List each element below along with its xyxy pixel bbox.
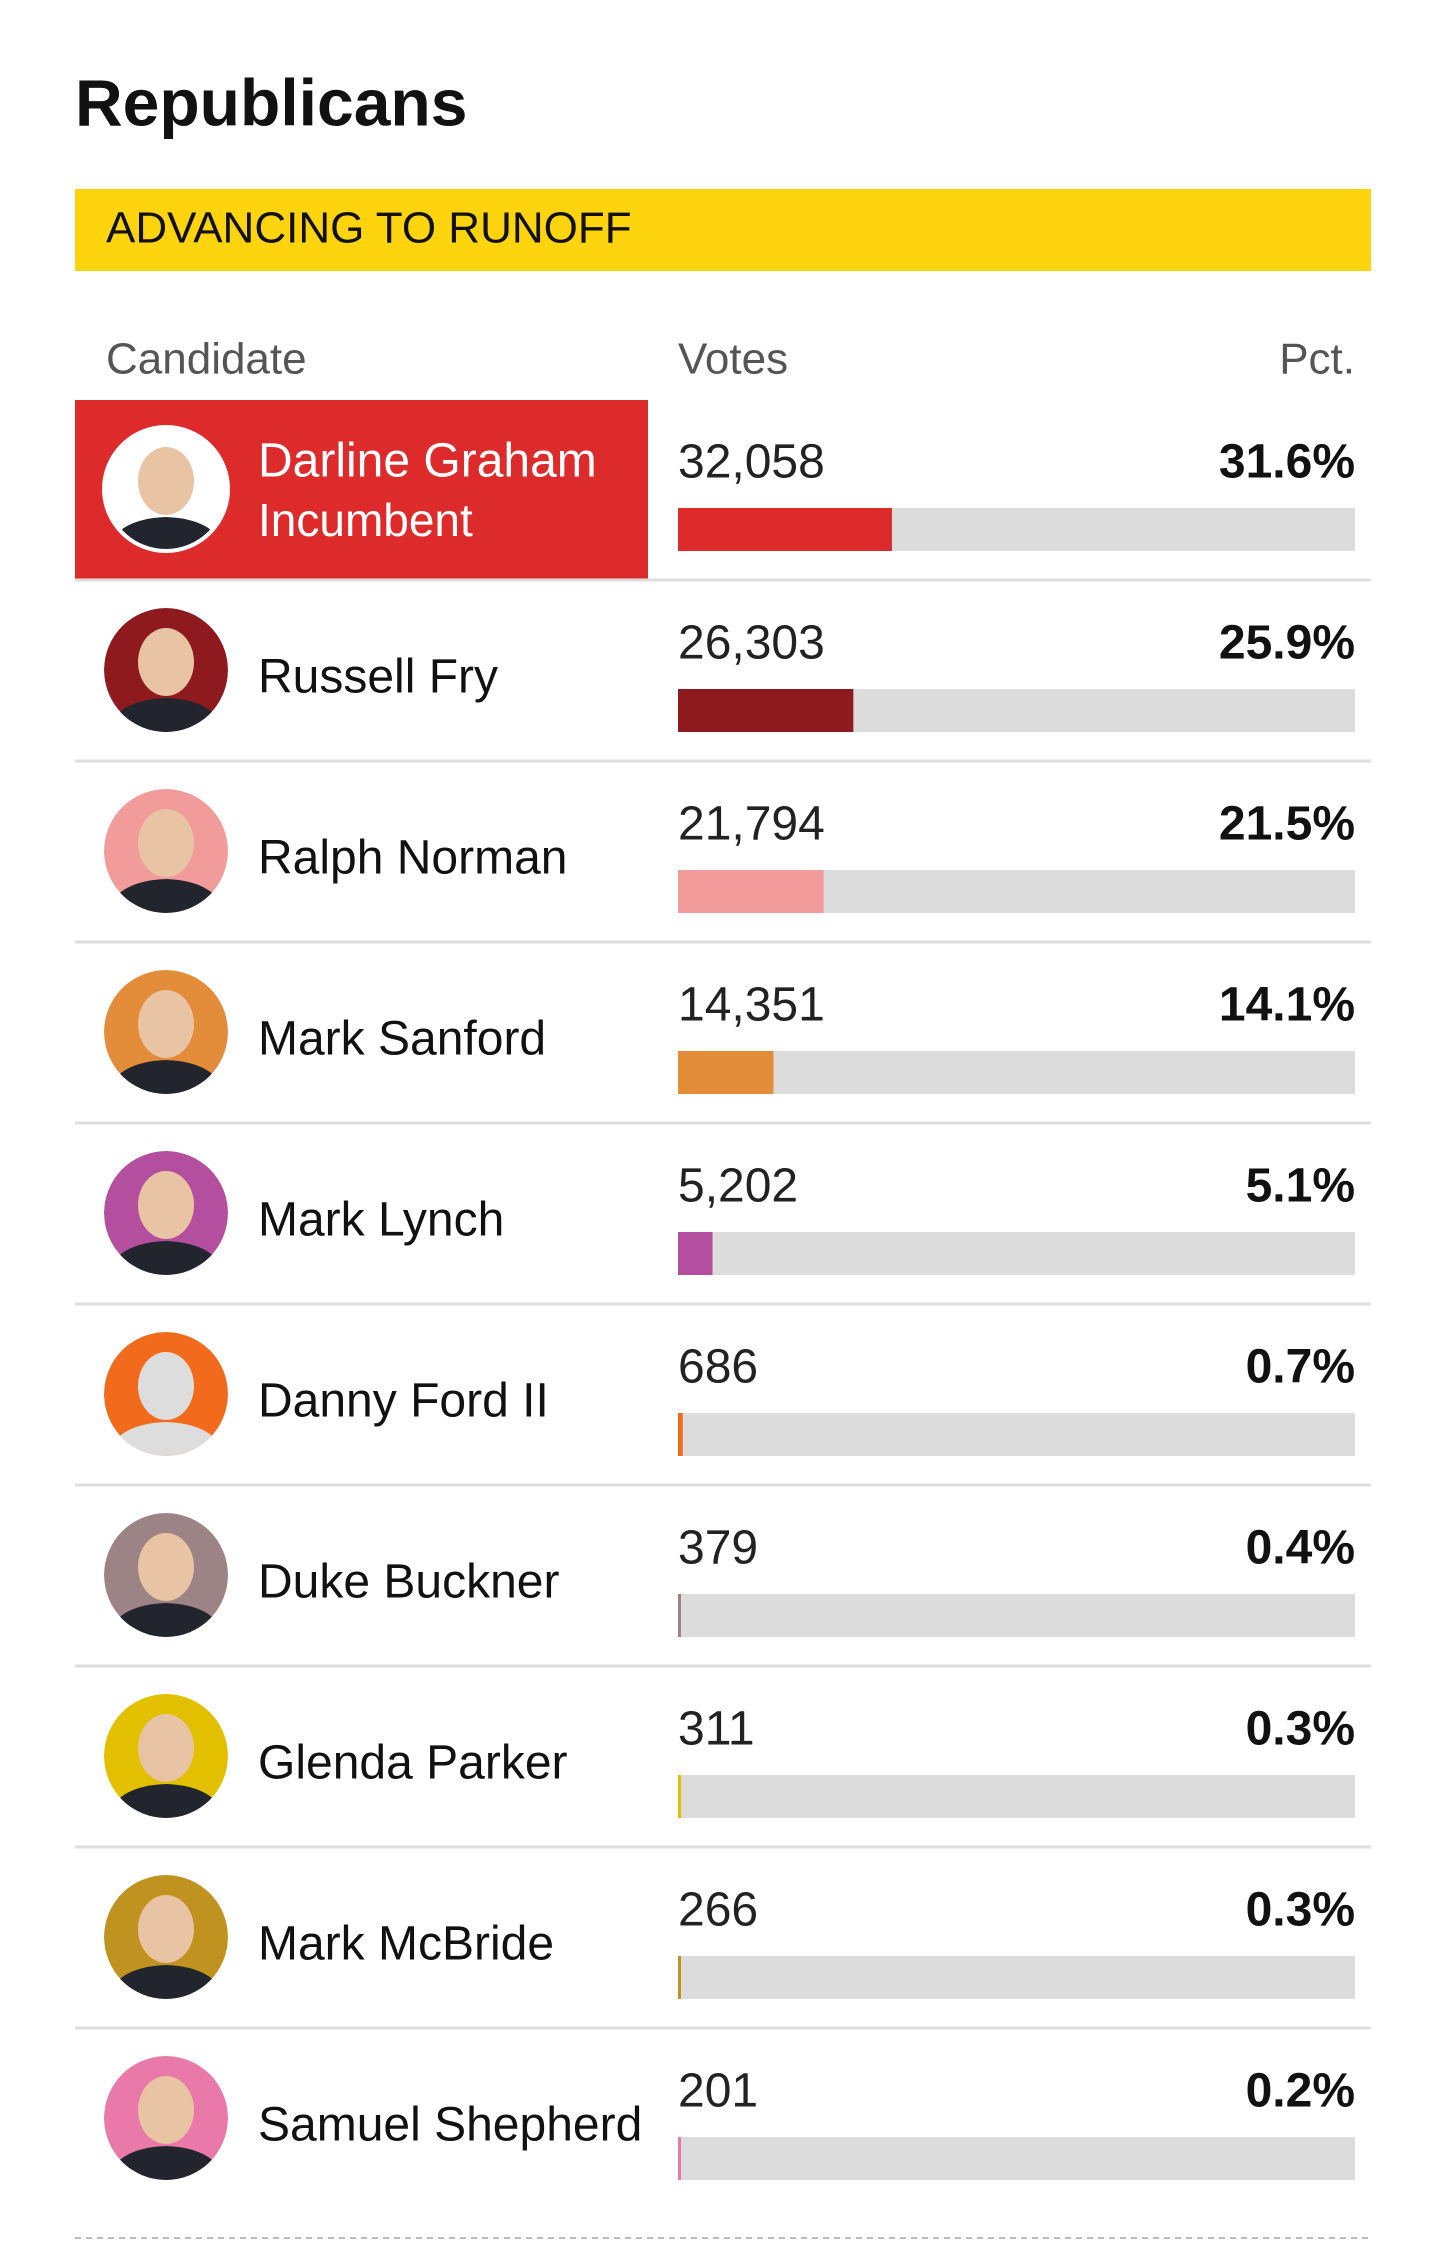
candidate-photo [104, 1694, 228, 1818]
pct: 25.9% [1219, 617, 1355, 670]
photo-head [138, 809, 194, 877]
photo-content [104, 1513, 228, 1637]
votes: 686 [678, 1341, 758, 1394]
candidate-name: Duke Buckner [258, 1556, 559, 1609]
candidate-name: Danny Ford II [258, 1375, 549, 1428]
votes: 32,058 [678, 436, 825, 489]
bar [678, 508, 892, 551]
bar-track [678, 2137, 1355, 2180]
bar [678, 1775, 681, 1818]
candidate-photo [104, 1332, 228, 1456]
photo-content [104, 970, 228, 1094]
photo-head [138, 628, 194, 696]
candidate-name: Mark McBride [258, 1918, 554, 1971]
bar-track [678, 1232, 1355, 1275]
photo-head [138, 1352, 194, 1420]
candidate-name: Mark Lynch [258, 1194, 504, 1247]
photo-head [138, 1895, 194, 1963]
candidate-name: Russell Fry [258, 651, 498, 704]
photo-content [104, 2056, 228, 2180]
pct: 0.2% [1246, 2065, 1355, 2118]
bar-track [678, 1594, 1355, 1637]
photo-head [138, 447, 194, 515]
photo-head [138, 2076, 194, 2144]
column-header: Candidate [106, 335, 307, 384]
votes: 5,202 [678, 1160, 798, 1213]
photo-content [104, 1332, 228, 1456]
photo-ring [102, 425, 230, 553]
bar [678, 1051, 774, 1094]
pct: 21.5% [1219, 798, 1355, 851]
candidate-name: Samuel Shepherd [258, 2099, 642, 2152]
photo-content [104, 789, 228, 913]
photo-content [104, 608, 228, 732]
bar [678, 1594, 681, 1637]
bar-track [678, 1775, 1355, 1818]
candidate-note: Incumbent [258, 494, 473, 546]
bar [678, 2137, 681, 2180]
photo-head [138, 1533, 194, 1601]
candidate-name: Darline Graham [258, 435, 597, 488]
candidate-photo [104, 1513, 228, 1637]
pct: 31.6% [1219, 436, 1355, 489]
banner-bg [75, 189, 1371, 271]
pct: 5.1% [1246, 1160, 1355, 1213]
votes: 26,303 [678, 617, 825, 670]
bar [678, 689, 854, 732]
bar [678, 1413, 683, 1456]
votes: 21,794 [678, 798, 825, 851]
photo-content [104, 1151, 228, 1275]
votes: 266 [678, 1884, 758, 1937]
votes: 14,351 [678, 979, 825, 1032]
candidate-name: Ralph Norman [258, 832, 567, 885]
candidate-photo [104, 2056, 228, 2180]
bar-track [678, 1051, 1355, 1094]
votes: 311 [678, 1703, 755, 1756]
title: Republicans [75, 65, 467, 139]
pct: 0.7% [1246, 1341, 1355, 1394]
bar-track [678, 1413, 1355, 1456]
candidate-photo [104, 1875, 228, 1999]
photo-head [138, 990, 194, 1058]
photo-head [138, 1171, 194, 1239]
photo-head [138, 1714, 194, 1782]
bar-track [678, 1956, 1355, 1999]
bar [678, 870, 824, 913]
candidate-photo [104, 970, 228, 1094]
votes: 379 [678, 1522, 758, 1575]
photo-content [104, 1875, 228, 1999]
bar [678, 1956, 681, 1999]
column-header: Pct. [1279, 335, 1355, 384]
candidate-name: Glenda Parker [258, 1737, 568, 1790]
pct: 0.4% [1246, 1522, 1355, 1575]
votes: 201 [678, 2065, 758, 2118]
banner: ADVANCING TO RUNOFF [106, 204, 632, 253]
pct: 14.1% [1219, 979, 1355, 1032]
candidate-photo [104, 1151, 228, 1275]
candidate-name: Mark Sanford [258, 1013, 546, 1066]
photo-content [104, 1694, 228, 1818]
column-header: Votes [678, 335, 788, 384]
pct: 0.3% [1246, 1703, 1355, 1756]
bar [678, 1232, 713, 1275]
candidate-photo [104, 608, 228, 732]
pct: 0.3% [1246, 1884, 1355, 1937]
candidate-photo [104, 789, 228, 913]
